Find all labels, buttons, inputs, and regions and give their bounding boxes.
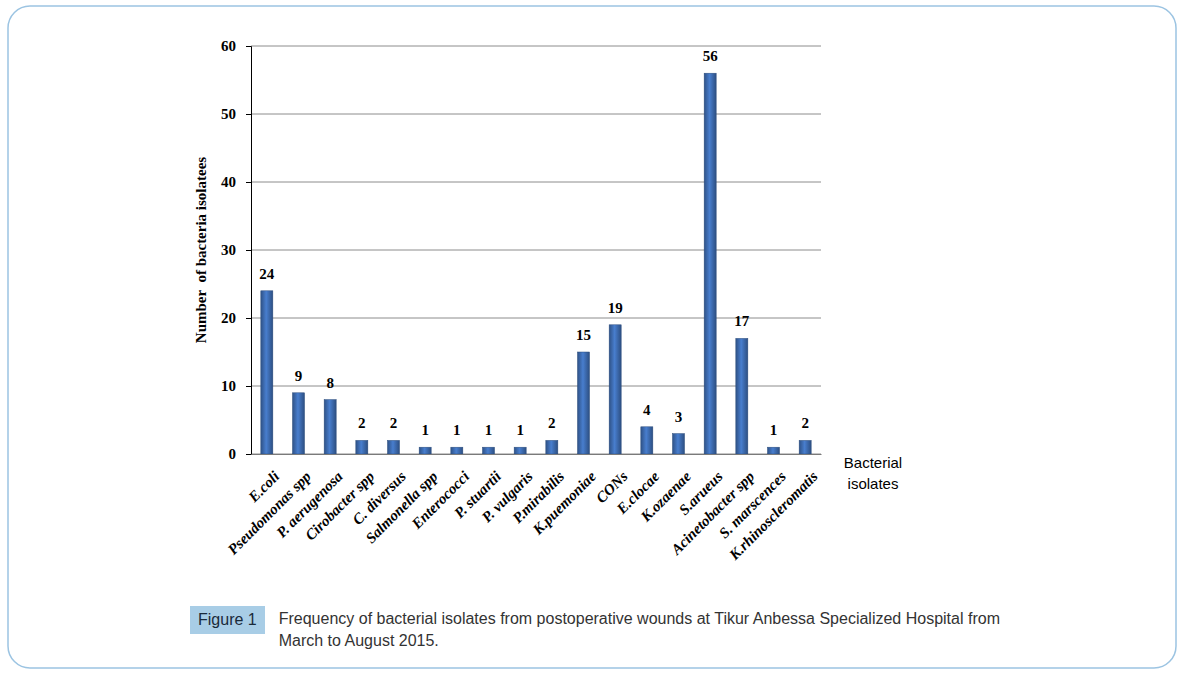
bar (356, 440, 368, 454)
caption-text: Frequency of bacterial isolates from pos… (279, 606, 1009, 652)
data-label: 17 (734, 313, 750, 329)
y-tick-mark (246, 46, 251, 47)
data-label: 8 (326, 375, 334, 391)
y-tick: 40 (221, 174, 251, 190)
data-labels: 24 9 8 2 2 1 1 1 1 2 15 19 4 3 56 17 1 2 (259, 48, 809, 438)
y-tick: 0 (229, 446, 252, 462)
grid-line (251, 386, 821, 387)
data-label: 1 (453, 422, 461, 438)
bar (261, 291, 273, 454)
x-axis-title: Bacterialisolates (844, 454, 902, 492)
grid-line (251, 46, 821, 47)
data-label: 1 (421, 422, 429, 438)
grid-line (251, 114, 821, 115)
bar (451, 447, 463, 454)
grid-line (251, 250, 821, 251)
x-axis: E.coliPseudomonas sppP. aerugenosaCiroba… (225, 454, 822, 564)
y-tick: 10 (221, 378, 251, 394)
y-tick: 50 (221, 106, 251, 122)
bar (609, 325, 621, 454)
figure: 0 10 20 30 40 50 60 E.coliPseudomonas sppP. aer… (0, 0, 1184, 678)
bar (419, 447, 431, 454)
data-label: 19 (608, 300, 623, 316)
bar (387, 440, 399, 454)
y-tick-mark (246, 318, 251, 319)
bar (736, 338, 748, 454)
data-label: 1 (516, 422, 524, 438)
x-tick: K.rhinoscleromatis (725, 454, 821, 564)
y-tick-label: 60 (221, 38, 236, 54)
data-label: 1 (485, 422, 493, 438)
bar (672, 434, 684, 454)
y-tick-mark (246, 386, 251, 387)
grid-line (251, 454, 821, 455)
data-label: 56 (703, 48, 719, 64)
x-tick-label: K.puemoniae (529, 468, 599, 538)
y-tick-label: 0 (229, 446, 237, 462)
bar (767, 447, 779, 454)
frame (8, 6, 1176, 668)
data-label: 2 (390, 415, 398, 431)
y-tick-label: 50 (221, 106, 236, 122)
y-tick-mark (246, 454, 251, 455)
x-tick: K.puemoniae (529, 454, 599, 538)
data-label: 9 (295, 368, 303, 384)
x-axis-line (252, 454, 822, 455)
data-label: 2 (548, 415, 556, 431)
y-tick-mark (246, 114, 251, 115)
y-tick-label: 30 (221, 242, 236, 258)
data-label: 15 (576, 327, 591, 343)
grid (251, 46, 821, 454)
data-label: 24 (259, 266, 275, 282)
y-tick-label: 40 (221, 174, 236, 190)
bar (292, 393, 304, 454)
y-tick: 20 (221, 310, 251, 326)
y-tick: 60 (221, 38, 251, 54)
data-label: 1 (770, 422, 778, 438)
caption: Figure 1 Frequency of bacterial isolates… (190, 606, 1020, 652)
y-axis: 0 10 20 30 40 50 60 (221, 38, 252, 462)
y-axis-line (246, 47, 252, 455)
bar (577, 352, 589, 454)
data-label: 2 (801, 415, 809, 431)
bar (799, 440, 811, 454)
chart: 0 10 20 30 40 50 60 E.coliPseudomonas sppP. aer… (0, 0, 1184, 678)
y-tick-label: 20 (221, 310, 236, 326)
y-tick-mark (246, 182, 251, 183)
x-tick-label: K.rhinoscleromatis (725, 468, 821, 564)
bar (641, 427, 653, 454)
bar (704, 73, 716, 454)
caption-label: Figure 1 (190, 606, 265, 634)
data-label: 3 (675, 409, 683, 425)
y-axis-title: Number of bacteria isolatees (193, 157, 209, 344)
bar (546, 440, 558, 454)
bar (514, 447, 526, 454)
bar (482, 447, 494, 454)
bar (324, 400, 336, 454)
x-tick: Enterococci (408, 454, 473, 533)
data-label: 2 (358, 415, 366, 431)
y-tick: 30 (221, 242, 251, 258)
data-label: 4 (643, 402, 651, 418)
bars (261, 73, 811, 454)
y-tick-label: 10 (221, 378, 236, 394)
grid-line (251, 182, 821, 183)
y-tick-mark (246, 250, 251, 251)
